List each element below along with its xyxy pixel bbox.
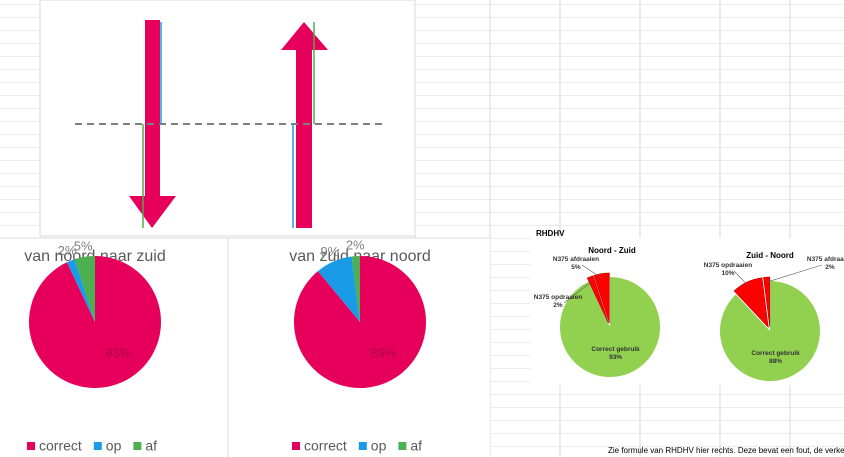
value-label: 10% (721, 270, 734, 277)
pie-slice (351, 256, 360, 322)
data-label: 2% (346, 238, 365, 253)
value-label: 2% (553, 302, 563, 309)
legend-label: op (106, 438, 122, 454)
pie-slice (66, 259, 95, 322)
category-label: N375 opdraaien (704, 262, 752, 269)
legend-swatch (27, 442, 35, 450)
data-label: 5% (74, 238, 93, 253)
data-label: N375 afdraaien2% (807, 256, 844, 271)
pie-slice (586, 275, 609, 324)
pie-slice (763, 276, 771, 328)
value-label: 88% (769, 358, 782, 365)
category-label: N375 opdraaien (534, 294, 582, 301)
data-label: 89% (370, 345, 396, 360)
legend-swatch (93, 442, 102, 450)
legend-swatch (133, 442, 142, 450)
legend-swatch (398, 442, 407, 450)
chart-title: Zuid - Noord (746, 251, 794, 260)
pie-slice (720, 281, 821, 381)
legend-label: af (145, 438, 157, 454)
data-label: N375 opdraaien 2% (534, 294, 582, 309)
pie-slice (28, 256, 161, 388)
chart-title: Noord - Zuid (588, 246, 636, 255)
value-label: 2% (825, 264, 835, 271)
legend-label: af (410, 438, 422, 454)
leader-line (766, 264, 823, 283)
legend-label: op (371, 438, 387, 454)
leader-line (733, 270, 750, 287)
legend-label: correct (304, 438, 347, 454)
pie-slice (559, 277, 660, 377)
pie-slice (593, 272, 610, 324)
leader-line (563, 281, 593, 304)
pie-slice (74, 256, 95, 322)
legend-swatch (292, 442, 300, 450)
section-label: RHDHV (536, 229, 565, 238)
category-label: N375 afdraaien (553, 256, 599, 263)
data-label: Correct gebruik 93% (591, 346, 640, 361)
note: Zie formule van RHDHV hier rechts. Deze … (608, 446, 844, 455)
legend-label: correct (39, 438, 82, 454)
data-label: 9% (320, 244, 339, 259)
category-label: N375 afdraaien (807, 256, 844, 263)
arrow-panel (39, 0, 416, 237)
data-label: 93% (105, 345, 131, 360)
category-label: Correct gebruik (591, 346, 640, 353)
data-label: N375 opdraaien 10% (704, 262, 752, 277)
data-label: 2% (58, 243, 77, 258)
value-label: 5% (571, 264, 581, 271)
leader-line (581, 264, 603, 279)
pie-slice (733, 277, 769, 329)
legend-swatch (358, 442, 367, 450)
category-label: Correct gebruik (751, 350, 800, 357)
data-label: N375 afdraaien 5% (553, 256, 599, 271)
value-label: 93% (609, 354, 622, 361)
data-label: Correct gebruik 88% (751, 350, 800, 365)
arrow-diagram (75, 20, 382, 228)
pie-slice (317, 256, 360, 322)
